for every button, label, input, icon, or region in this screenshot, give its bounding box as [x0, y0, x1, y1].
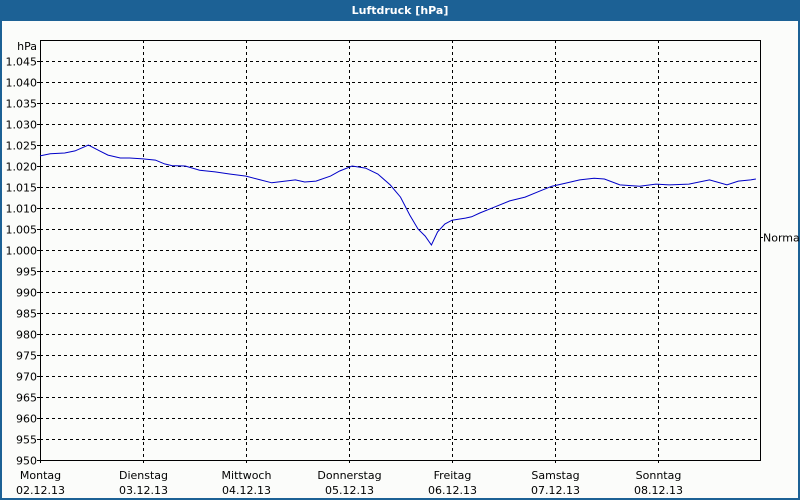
grid [40, 40, 760, 460]
x-tick-day: Dienstag [119, 469, 168, 482]
y-tick-label: 955 [16, 434, 37, 447]
x-tick-day: Montag [20, 469, 61, 482]
chart-title: Luftdruck [hPa] [0, 0, 800, 21]
normal-label: Normal [763, 232, 800, 245]
plot-area-border [40, 40, 761, 461]
x-tick-date: 03.12.13 [119, 484, 168, 497]
x-tick-day: Mittwoch [222, 469, 272, 482]
y-tick-label: 1.000 [6, 245, 38, 258]
x-axis: Montag 02.12.13 Dienstag 03.12.13 Mittwoch 04… [16, 460, 683, 497]
y-tick-label: 985 [16, 308, 37, 321]
y-tick-label: 1.020 [6, 161, 38, 174]
x-tick-date: 06.12.13 [428, 484, 477, 497]
x-tick-date: 05.12.13 [325, 484, 374, 497]
y-tick-label: 995 [16, 266, 37, 279]
y-tick-label: 1.015 [6, 182, 38, 195]
y-tick-label: 960 [16, 413, 37, 426]
x-tick-date: 08.12.13 [634, 484, 683, 497]
y-tick-label: 1.005 [6, 224, 38, 237]
y-tick-label: 980 [16, 329, 37, 342]
y-tick-label: 1.040 [6, 77, 38, 90]
y-tick-label: 1.035 [6, 98, 38, 111]
y-tick-label: 1.010 [6, 203, 38, 216]
x-tick-date: 07.12.13 [531, 484, 580, 497]
x-tick-day: Donnerstag [317, 469, 381, 482]
y-tick-label: 970 [16, 371, 37, 384]
y-tick-label: 1.030 [6, 119, 38, 132]
y-tick-label: 965 [16, 392, 37, 405]
y-tick-label: 1.045 [6, 56, 38, 69]
y-tick-label: 975 [16, 350, 37, 363]
x-tick-day: Freitag [434, 469, 472, 482]
x-tick-date: 04.12.13 [222, 484, 271, 497]
x-tick-day: Samstag [531, 469, 579, 482]
y-tick-label: 990 [16, 287, 37, 300]
x-tick-date: 02.12.13 [16, 484, 65, 497]
pressure-line [39, 144, 756, 246]
y-axis-unit: hPa [17, 40, 37, 53]
y-tick-label: 1.025 [6, 140, 38, 153]
y-axis: hPa 950 955 960 965 970 975 980 985 990 995 1.000 1.… [6, 40, 40, 468]
normal-marker: Normal [760, 232, 800, 245]
y-tick-label: 950 [16, 455, 37, 468]
x-tick-day: Sonntag [636, 469, 682, 482]
